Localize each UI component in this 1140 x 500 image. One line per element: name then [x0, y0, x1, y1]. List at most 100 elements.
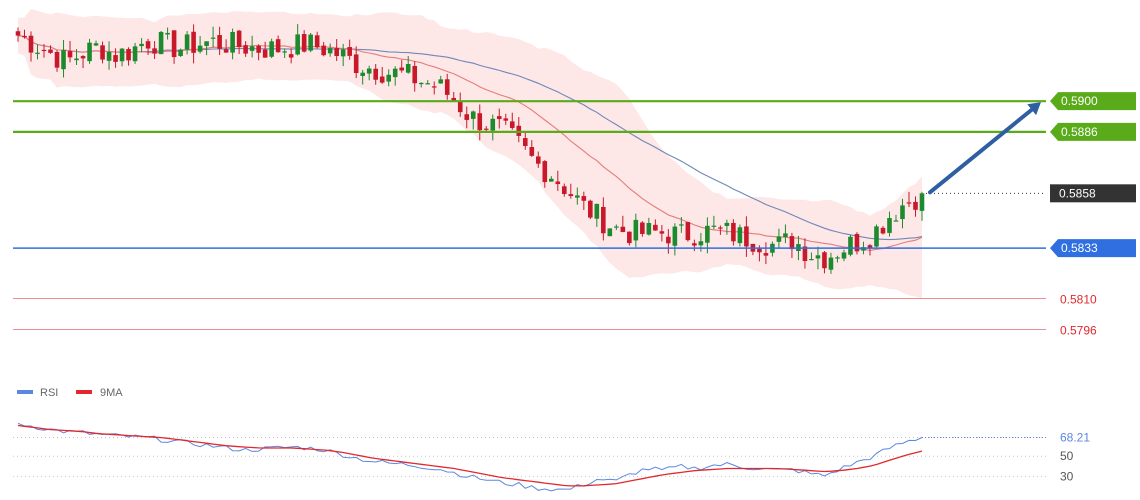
- candle: [93, 40, 99, 47]
- candle-body: [737, 227, 743, 244]
- candle-body: [308, 34, 313, 51]
- candle: [334, 39, 339, 62]
- candle: [841, 249, 847, 262]
- candle: [919, 191, 925, 221]
- candle: [353, 46, 359, 79]
- candle: [607, 228, 613, 237]
- candle: [737, 224, 743, 247]
- candle: [223, 39, 229, 53]
- candle: [705, 217, 710, 254]
- candle-body: [555, 181, 561, 185]
- candle-body: [562, 186, 567, 195]
- candle-body: [542, 161, 548, 183]
- candle-body: [353, 54, 359, 74]
- candle: [848, 234, 853, 257]
- level-support: 0.5796: [13, 323, 1097, 337]
- candle: [744, 216, 749, 257]
- candle-body: [522, 138, 528, 146]
- candle-body: [35, 52, 40, 54]
- rsi-ma-line: [17, 424, 923, 487]
- candle-body: [74, 58, 79, 61]
- candle: [594, 203, 600, 227]
- candle: [204, 41, 209, 56]
- candle-body: [288, 54, 294, 58]
- candle: [360, 69, 365, 85]
- level-tag-label: 0.5833: [1061, 241, 1098, 255]
- candle-body: [659, 231, 665, 234]
- level-label: 0.5796: [1060, 323, 1097, 337]
- candle-body: [158, 31, 164, 55]
- candle-body: [139, 43, 144, 47]
- candle-body: [776, 236, 782, 242]
- candle: [191, 24, 196, 64]
- candle: [74, 49, 79, 65]
- candle: [451, 91, 457, 101]
- candle-body: [692, 243, 697, 246]
- candle-body: [698, 241, 704, 246]
- candle: [496, 108, 502, 129]
- candle: [80, 55, 86, 69]
- candle-body: [841, 252, 847, 259]
- candle-body: [243, 45, 248, 54]
- candle-body: [197, 45, 203, 52]
- candle-body: [178, 49, 183, 56]
- arrow-shaft: [928, 107, 1034, 195]
- candle-body: [601, 206, 606, 234]
- candle: [373, 63, 378, 85]
- candle: [48, 45, 53, 54]
- candle-body: [184, 34, 190, 50]
- candle-body: [633, 219, 639, 241]
- candle-body: [666, 236, 671, 244]
- candle-body: [210, 37, 216, 39]
- candle-body: [477, 113, 483, 131]
- candle-body: [132, 46, 138, 62]
- candle-body: [113, 55, 118, 62]
- candle-body: [412, 65, 418, 84]
- candle-body: [366, 68, 372, 74]
- candle: [783, 224, 788, 244]
- candle: [139, 38, 144, 53]
- candle: [575, 187, 580, 205]
- candle-body: [41, 49, 47, 52]
- candle: [438, 75, 444, 84]
- candle: [321, 41, 326, 57]
- candle-body: [230, 31, 235, 53]
- candle: [15, 27, 21, 42]
- level-current: 0.5858: [926, 184, 1136, 203]
- candle-body: [54, 51, 60, 68]
- candle-body: [451, 97, 457, 101]
- slow-moving-average: [17, 35, 923, 241]
- candle: [555, 170, 561, 191]
- candle: [106, 41, 112, 70]
- candle: [54, 50, 60, 72]
- candle: [230, 28, 235, 60]
- ma-legend-label: 9MA: [100, 387, 123, 399]
- candle-body: [444, 79, 450, 95]
- candle: [340, 43, 346, 67]
- candle-body: [379, 76, 385, 83]
- candle: [399, 59, 405, 73]
- candle: [835, 255, 840, 263]
- level-tag-label: 0.5900: [1061, 94, 1098, 108]
- candle-body: [906, 202, 912, 204]
- candle: [789, 232, 795, 258]
- candle-body: [653, 224, 658, 231]
- candle-body: [835, 257, 840, 259]
- level-tag-label: 0.5886: [1061, 125, 1098, 139]
- candle-body: [718, 227, 723, 229]
- candle-body: [386, 74, 392, 82]
- rsi-tick-label: 50: [1060, 449, 1074, 463]
- candle: [503, 113, 509, 125]
- candle-body: [815, 255, 821, 259]
- candle: [666, 229, 671, 254]
- candle: [464, 106, 470, 129]
- candle-body: [392, 68, 398, 78]
- candle: [165, 27, 170, 40]
- candle-body: [360, 72, 365, 76]
- candle-body: [802, 246, 808, 262]
- candle: [562, 183, 567, 197]
- candle-body: [679, 224, 684, 226]
- candle-body: [529, 147, 535, 156]
- candle-body: [418, 82, 424, 85]
- candle-body: [152, 48, 157, 54]
